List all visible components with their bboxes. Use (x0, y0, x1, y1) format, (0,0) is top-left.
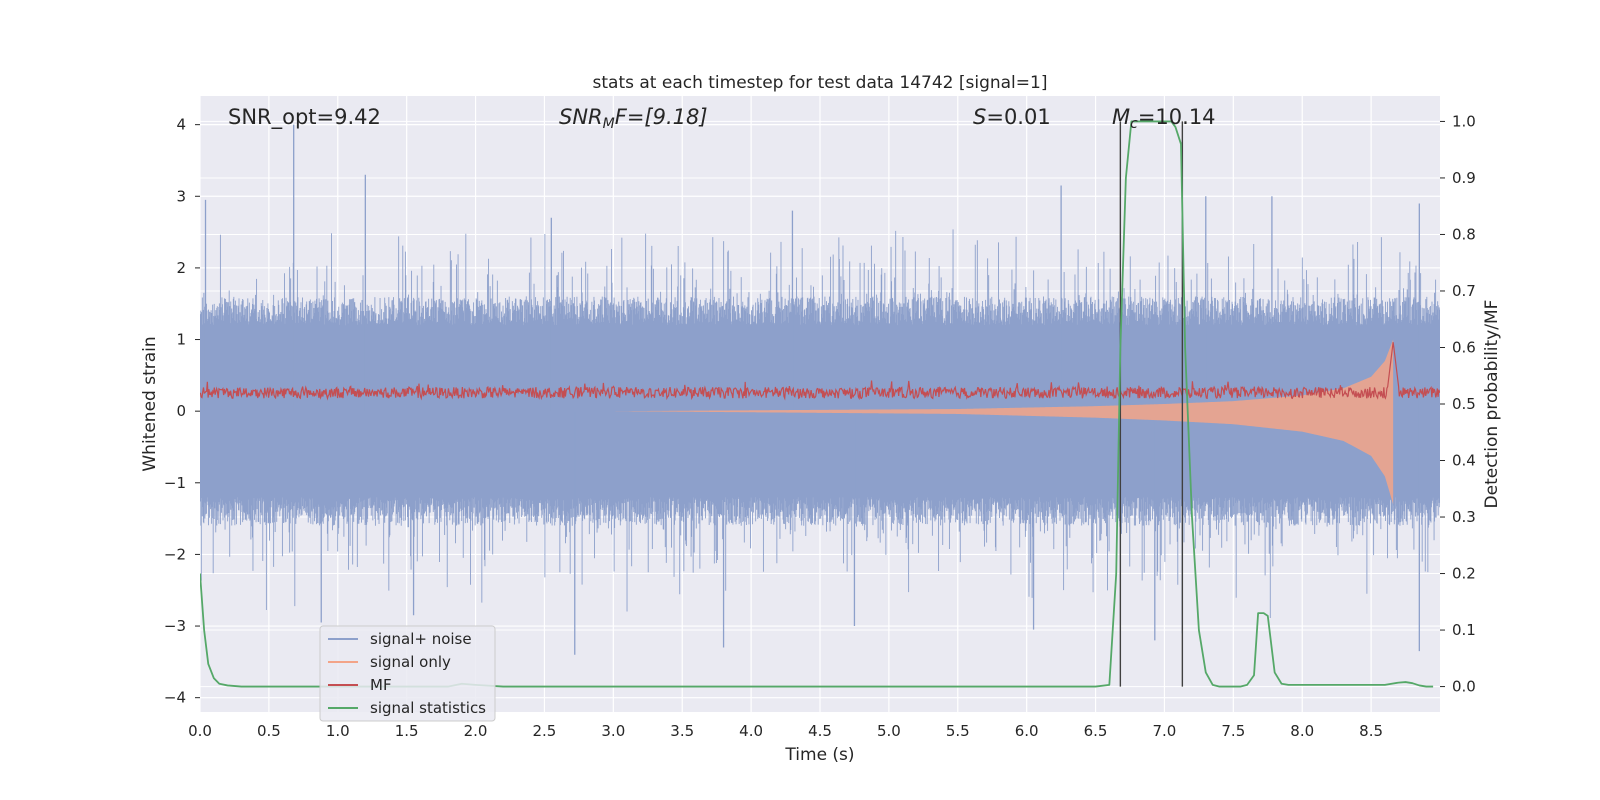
annotation-mc: Mc=10.14 (1112, 105, 1216, 132)
x-tick-label-11: 5.5 (946, 722, 970, 740)
x-tick-label-7: 3.5 (670, 722, 694, 740)
annotation-mc-rest: =10.14 (1138, 105, 1216, 129)
x-tick-label-0: 0.0 (188, 722, 212, 740)
y2-tick-labels: 0.0 0.1 0.2 0.3 0.4 0.5 0.6 0.7 0.8 0.9 1.0 (1440, 112, 1476, 696)
annotation-snr-opt: SNR_opt=9.42 (228, 105, 381, 130)
y-tick-label-2: −2 (164, 545, 186, 563)
annotation-s-var: S (973, 105, 986, 129)
y-tick-label-6: 2 (176, 259, 186, 277)
y-tick-label-1: −3 (164, 617, 186, 635)
x-tick-label-8: 4.0 (739, 722, 763, 740)
y2-axis-label: Detection probability/MF (1482, 300, 1502, 509)
annotation-s: S=0.01 (973, 105, 1051, 129)
y-tick-label-3: −1 (164, 474, 186, 492)
legend: signal+ noise signal only MF signal stat… (319, 625, 496, 722)
mf-trace (200, 342, 1440, 401)
y-axis-label: Whitened strain (140, 336, 160, 471)
annotation-snr-mf-rest: F=[9.18] (615, 105, 708, 129)
series-signal-only (613, 339, 1394, 505)
legend-label-signal-noise: signal+ noise (370, 630, 472, 648)
legend-label-mf: MF (370, 676, 392, 694)
x-tick-label-15: 7.5 (1221, 722, 1245, 740)
y-tick-label-5: 1 (176, 331, 186, 349)
y-tick-label-7: 3 (176, 187, 186, 205)
x-tick-label-17: 8.5 (1359, 722, 1383, 740)
chart-title: stats at each timestep for test data 147… (593, 73, 1048, 93)
y-tick-labels: −4 −3 −2 −1 0 1 2 3 4 (164, 116, 200, 707)
y2-tick-label-1: 0.1 (1452, 621, 1476, 639)
annotation-snr-mf: SNRMF=[9.18] (559, 105, 708, 132)
x-tick-label-2: 1.0 (326, 722, 350, 740)
y2-tick-label-6: 0.6 (1452, 338, 1476, 356)
y2-tick-label-4: 0.4 (1452, 452, 1476, 470)
y-tick-label-8: 4 (176, 116, 186, 134)
y2-tick-label-0: 0.0 (1452, 678, 1476, 696)
x-tick-label-4: 2.0 (464, 722, 488, 740)
annotation-mc-var: M (1112, 105, 1130, 129)
y2-tick-label-3: 0.3 (1452, 508, 1476, 526)
legend-box (319, 625, 496, 722)
x-tick-labels: 0.0 0.5 1.0 1.5 2.0 2.5 3.0 3.5 4.0 4.5 5.0 5.5 6.0 6… (188, 722, 1383, 740)
signal-only-envelope (613, 339, 1394, 505)
y2-tick-label-2: 0.2 (1452, 565, 1476, 583)
x-tick-label-10: 5.0 (877, 722, 901, 740)
x-tick-label-16: 8.0 (1290, 722, 1314, 740)
x-tick-label-6: 3.0 (601, 722, 625, 740)
y2-tick-label-8: 0.8 (1452, 225, 1476, 243)
x-tick-label-9: 4.5 (808, 722, 832, 740)
series-mf (200, 342, 1440, 401)
x-tick-label-5: 2.5 (533, 722, 557, 740)
x-tick-label-3: 1.5 (395, 722, 419, 740)
legend-label-signal-only: signal only (370, 653, 451, 671)
y2-tick-label-5: 0.5 (1452, 395, 1476, 413)
x-tick-label-14: 7.0 (1153, 722, 1177, 740)
x-tick-label-1: 0.5 (257, 722, 281, 740)
x-tick-label-13: 6.5 (1084, 722, 1108, 740)
x-tick-label-12: 6.0 (1015, 722, 1039, 740)
y2-tick-label-7: 0.7 (1452, 282, 1476, 300)
annotation-snr-mf-base: SNR (559, 105, 603, 129)
annotation-s-rest: =0.01 (986, 105, 1050, 129)
legend-label-signal-statistics: signal statistics (370, 699, 486, 717)
y2-tick-label-10: 1.0 (1452, 112, 1476, 130)
x-axis-label: Time (s) (784, 745, 854, 765)
y-tick-label-0: −4 (164, 689, 186, 707)
y2-tick-label-9: 0.9 (1452, 169, 1476, 187)
annotation-snr-mf-sub: M (603, 116, 615, 132)
annotation-mc-sub: c (1130, 116, 1138, 132)
y-tick-label-4: 0 (176, 402, 186, 420)
